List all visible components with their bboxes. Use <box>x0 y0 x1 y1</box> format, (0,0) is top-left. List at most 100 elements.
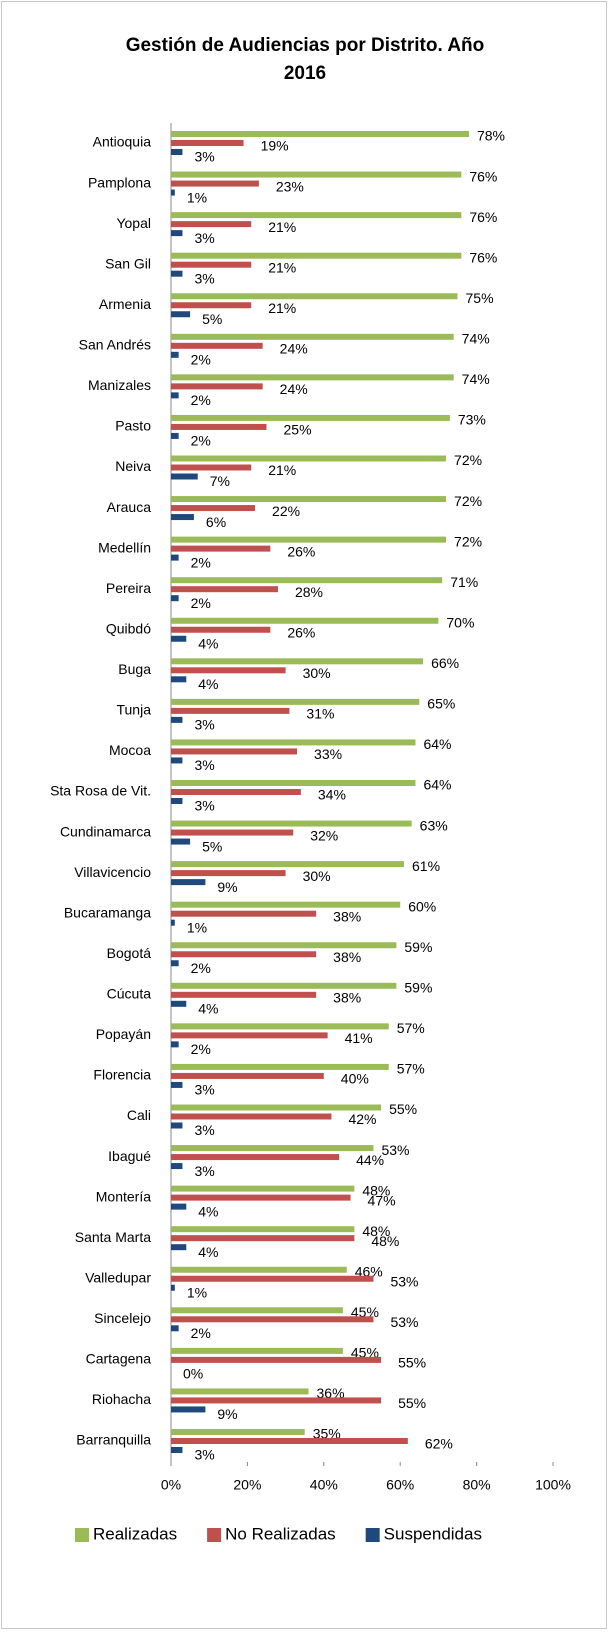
value-label: 3% <box>194 757 214 773</box>
value-label: 74% <box>462 371 490 387</box>
value-label: 1% <box>187 919 207 935</box>
value-label: 59% <box>404 939 432 955</box>
bar <box>171 1325 179 1332</box>
value-label: 24% <box>280 341 308 357</box>
bar <box>171 658 424 665</box>
value-label: 2% <box>191 1325 211 1341</box>
value-label: 48% <box>371 1233 399 1249</box>
value-label: 2% <box>191 595 211 611</box>
value-label: 59% <box>404 980 432 996</box>
y-tick-label: Pamplona <box>88 174 151 190</box>
value-label: 32% <box>310 827 338 843</box>
bar <box>171 838 191 845</box>
legend-swatch <box>365 1528 380 1542</box>
value-label: 3% <box>194 1163 214 1179</box>
legend-swatch <box>75 1528 89 1542</box>
bar <box>171 1275 374 1282</box>
x-tick-label: 100% <box>535 1477 571 1493</box>
bar <box>171 1032 328 1039</box>
bar <box>171 1145 374 1152</box>
value-label: 3% <box>194 230 214 246</box>
bar <box>171 829 294 836</box>
y-tick-label: Arauca <box>107 499 152 515</box>
bar <box>171 982 397 989</box>
bar <box>171 1397 382 1404</box>
value-label: 72% <box>454 533 482 549</box>
value-label: 4% <box>198 1244 218 1260</box>
value-label: 25% <box>284 422 312 438</box>
bar <box>171 942 397 949</box>
bar <box>171 1347 343 1354</box>
bar <box>171 1194 351 1201</box>
bar <box>171 1072 324 1079</box>
legend-swatch <box>207 1528 222 1542</box>
bar <box>171 919 175 926</box>
bar <box>171 617 439 624</box>
y-tick-label: Villavicencio <box>74 864 151 880</box>
value-label: 78% <box>477 128 505 144</box>
bar <box>171 1388 309 1395</box>
bar <box>171 1226 355 1233</box>
value-label: 38% <box>333 990 361 1006</box>
bar <box>171 757 183 764</box>
bar <box>171 1235 355 1242</box>
bar <box>171 374 454 381</box>
bar <box>171 230 183 237</box>
bar <box>171 545 271 552</box>
bar <box>171 342 263 349</box>
value-label: 41% <box>345 1030 373 1046</box>
bar <box>171 951 317 958</box>
value-label: 21% <box>268 300 296 316</box>
value-label: 33% <box>314 746 342 762</box>
bar <box>171 595 179 602</box>
bar <box>171 261 252 268</box>
value-label: 40% <box>341 1071 369 1087</box>
bar <box>171 293 458 300</box>
value-label: 2% <box>191 392 211 408</box>
value-label: 9% <box>217 1406 237 1422</box>
value-label: 4% <box>198 1001 218 1017</box>
bar <box>171 577 443 584</box>
legend-label: Realizadas <box>93 1524 177 1543</box>
value-label: 30% <box>303 665 331 681</box>
y-tick-label: Tunja <box>116 702 151 718</box>
bar <box>171 252 462 259</box>
bar <box>171 473 198 480</box>
value-label: 2% <box>191 352 211 368</box>
chart-title: Gestión de Audiencias por Distrito. Año 2… <box>126 35 485 84</box>
bar <box>171 180 259 187</box>
y-tick-label: Santa Marta <box>75 1229 151 1245</box>
bar <box>171 960 179 967</box>
bar <box>171 1163 183 1170</box>
bar <box>171 861 405 868</box>
value-label: 72% <box>454 452 482 468</box>
value-label: 28% <box>295 584 323 600</box>
bar <box>171 496 447 503</box>
value-label: 62% <box>425 1436 453 1452</box>
bar <box>171 635 187 642</box>
value-label: 60% <box>408 898 436 914</box>
value-label: 34% <box>318 787 346 803</box>
value-label: 9% <box>217 879 237 895</box>
bar <box>171 311 191 318</box>
bar <box>171 423 267 430</box>
bar <box>171 140 244 146</box>
y-tick-label: Cali <box>127 1107 151 1123</box>
bar <box>171 748 298 755</box>
bar <box>171 1447 183 1453</box>
bar <box>171 351 179 358</box>
bar <box>171 667 286 674</box>
value-label: 2% <box>191 960 211 976</box>
bar <box>171 505 256 512</box>
y-tick-label: Bucaramanga <box>64 904 151 920</box>
x-tick-label: 0% <box>161 1477 181 1493</box>
bar <box>171 1266 347 1273</box>
bar <box>171 171 462 178</box>
value-label: 38% <box>333 908 361 924</box>
value-label: 2% <box>191 554 211 570</box>
bar <box>171 414 450 421</box>
y-tick-label: Cúcuta <box>107 986 152 1002</box>
bar <box>171 212 462 219</box>
value-label: 76% <box>469 209 497 225</box>
